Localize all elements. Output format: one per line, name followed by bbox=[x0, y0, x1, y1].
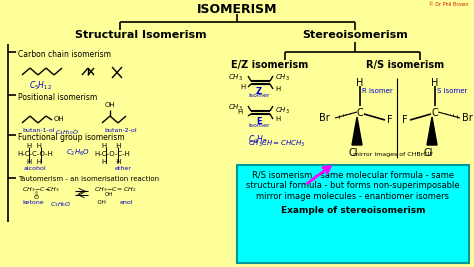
Text: F: F bbox=[402, 115, 408, 125]
Text: $C_4H_8$: $C_4H_8$ bbox=[248, 133, 268, 146]
Text: isomer: isomer bbox=[248, 93, 270, 98]
Text: structural formula - but forms non-superimposable: structural formula - but forms non-super… bbox=[246, 181, 460, 190]
Text: H: H bbox=[241, 84, 246, 90]
Text: ketone: ketone bbox=[22, 200, 44, 205]
Text: $CH_3$: $CH_3$ bbox=[275, 73, 290, 83]
Text: $C_3H_6O$: $C_3H_6O$ bbox=[50, 200, 72, 209]
Text: C: C bbox=[432, 108, 438, 118]
Text: Tautomerism - an isomerisation reaction: Tautomerism - an isomerisation reaction bbox=[18, 176, 159, 182]
Text: F: F bbox=[387, 115, 392, 125]
Polygon shape bbox=[352, 117, 362, 145]
Text: butan-2-ol: butan-2-ol bbox=[104, 128, 137, 133]
Text: © Dr Phil Brown: © Dr Phil Brown bbox=[428, 2, 468, 7]
Text: OH: OH bbox=[105, 102, 115, 108]
Text: H  H: H H bbox=[27, 159, 43, 165]
Text: O: O bbox=[34, 195, 38, 200]
Text: H: H bbox=[356, 78, 364, 88]
Text: $C_2H_6O$: $C_2H_6O$ bbox=[66, 148, 90, 158]
Text: alcohol: alcohol bbox=[24, 166, 46, 171]
Text: Functional group isomerism: Functional group isomerism bbox=[18, 133, 125, 142]
Text: $CH_3$: $CH_3$ bbox=[228, 103, 243, 113]
Text: mirror image molecules - enantiomer isomers: mirror image molecules - enantiomer isom… bbox=[256, 192, 449, 201]
Text: Cl: Cl bbox=[423, 148, 433, 158]
Text: H: H bbox=[275, 86, 280, 92]
Text: ether: ether bbox=[115, 166, 131, 171]
Text: Structural Isomerism: Structural Isomerism bbox=[75, 30, 207, 40]
Text: Br: Br bbox=[462, 113, 473, 123]
Text: $CH_3$: $CH_3$ bbox=[22, 185, 36, 194]
FancyBboxPatch shape bbox=[237, 165, 469, 263]
Text: $CH_3$: $CH_3$ bbox=[228, 73, 243, 83]
Text: $CH_3CH=CHCH_3$: $CH_3CH=CHCH_3$ bbox=[248, 139, 305, 149]
Text: ||: || bbox=[34, 191, 38, 197]
Text: $CH_3$: $CH_3$ bbox=[275, 106, 290, 116]
Text: H    H: H H bbox=[102, 159, 122, 165]
Text: E: E bbox=[256, 117, 262, 126]
Text: OH: OH bbox=[105, 192, 113, 197]
Text: $-C=CH_2$: $-C=CH_2$ bbox=[106, 185, 137, 194]
Text: E/Z isomerism: E/Z isomerism bbox=[231, 60, 309, 70]
Text: R/S isomerism - same molecular formula - same: R/S isomerism - same molecular formula -… bbox=[252, 170, 454, 179]
Text: enol: enol bbox=[120, 200, 134, 205]
Text: H-C-C-O-H: H-C-C-O-H bbox=[17, 151, 53, 157]
Text: H: H bbox=[275, 116, 280, 122]
Text: $CH_3$: $CH_3$ bbox=[94, 185, 108, 194]
Text: Example of stereoisomerism: Example of stereoisomerism bbox=[281, 206, 425, 215]
Text: S isomer: S isomer bbox=[437, 88, 467, 94]
Text: butan-1-ol: butan-1-ol bbox=[22, 128, 55, 133]
Text: $C_5H_{12}$: $C_5H_{12}$ bbox=[28, 80, 52, 92]
Text: H  H: H H bbox=[27, 143, 43, 149]
Text: OH: OH bbox=[54, 116, 64, 122]
Text: OH: OH bbox=[94, 200, 106, 205]
Text: H-C-O-C-H: H-C-O-C-H bbox=[94, 151, 130, 157]
Text: Carbon chain isomerism: Carbon chain isomerism bbox=[18, 50, 111, 59]
Text: $C_4H_{10}O$: $C_4H_{10}O$ bbox=[55, 128, 79, 137]
Text: Cl: Cl bbox=[348, 148, 358, 158]
Text: $-C-$: $-C-$ bbox=[34, 185, 51, 193]
Text: $CH_3$: $CH_3$ bbox=[46, 185, 59, 194]
Text: C: C bbox=[356, 108, 364, 118]
Text: H: H bbox=[238, 109, 243, 115]
Text: H: H bbox=[431, 78, 439, 88]
Polygon shape bbox=[427, 117, 437, 145]
Text: ISOMERISM: ISOMERISM bbox=[197, 3, 277, 16]
Text: R isomer: R isomer bbox=[362, 88, 393, 94]
Text: mirror images of CHBrClF: mirror images of CHBrClF bbox=[353, 152, 433, 157]
Text: Br: Br bbox=[319, 113, 330, 123]
Text: Positional isomerism: Positional isomerism bbox=[18, 93, 97, 102]
Text: Stereoisomerism: Stereoisomerism bbox=[302, 30, 408, 40]
Text: H    H: H H bbox=[102, 143, 122, 149]
Text: R/S isomerism: R/S isomerism bbox=[366, 60, 444, 70]
Text: isomer: isomer bbox=[248, 123, 270, 128]
Text: Z: Z bbox=[256, 87, 262, 96]
